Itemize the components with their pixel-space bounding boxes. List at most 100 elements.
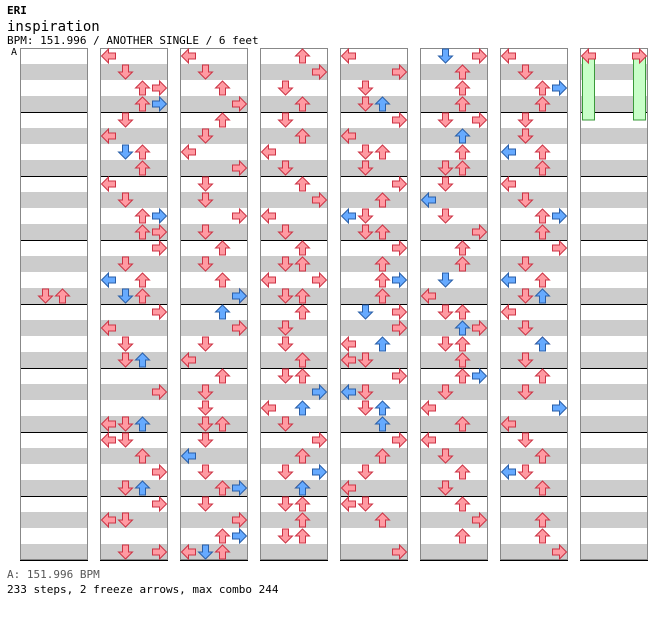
beat-stripe [20,384,88,400]
beat-stripe [180,64,248,80]
down-arrow [277,256,294,272]
up-arrow [534,144,551,160]
right-arrow [472,319,488,337]
beat-stripe [340,256,408,272]
beat-stripe [20,288,88,304]
down-arrow [277,224,294,240]
beat-stripe [100,416,168,432]
up-arrow [214,304,231,320]
beat-stripe [260,480,328,496]
up-arrow [534,272,551,288]
beat-stripe [100,480,168,496]
beat-stripe [260,384,328,400]
left-arrow [100,175,116,193]
up-arrow [134,208,151,224]
beat-stripe [260,96,328,112]
down-arrow [357,496,374,512]
beat-stripe [20,160,88,176]
up-arrow [214,240,231,256]
beat-stripe [20,352,88,368]
left-arrow [340,479,356,497]
down-arrow [277,528,294,544]
up-arrow [534,288,551,304]
up-arrow [214,112,231,128]
beat-stripe [100,544,168,560]
right-arrow [232,207,248,225]
up-arrow [534,208,551,224]
beat-stripe [500,64,568,80]
up-arrow [134,96,151,112]
left-arrow [500,271,516,289]
right-arrow [312,191,328,209]
beat-stripe [260,128,328,144]
up-arrow [454,144,471,160]
down-arrow [117,256,134,272]
down-arrow [117,64,134,80]
down-arrow [277,160,294,176]
beat-stripe [340,192,408,208]
down-arrow [517,384,534,400]
up-arrow [54,288,71,304]
beat-stripe [340,288,408,304]
left-arrow [260,271,276,289]
beat-stripe [500,320,568,336]
down-arrow [37,288,54,304]
right-arrow [312,431,328,449]
beat-stripe [500,192,568,208]
up-arrow [534,512,551,528]
beat-stripe [20,256,88,272]
up-arrow [134,480,151,496]
up-arrow [374,512,391,528]
beat-stripe [180,224,248,240]
down-arrow [357,304,374,320]
right-arrow [152,79,168,97]
up-arrow [294,512,311,528]
up-arrow [294,304,311,320]
beat-stripe [500,384,568,400]
beat-stripe [420,544,488,560]
right-arrow [472,367,488,385]
beat-stripe [580,64,648,80]
chart-column [500,47,568,561]
left-arrow [100,415,116,433]
beat-stripe [20,448,88,464]
down-arrow [437,208,454,224]
down-arrow [197,336,214,352]
beat-stripe [580,544,648,560]
up-arrow [534,160,551,176]
down-arrow [437,336,454,352]
up-arrow [534,336,551,352]
down-arrow [117,544,134,560]
beat-stripe [100,128,168,144]
beat-stripe [580,192,648,208]
up-arrow [454,464,471,480]
down-arrow [357,208,374,224]
up-arrow [214,416,231,432]
beat-stripe [260,544,328,560]
freeze-arrow [633,55,646,121]
column-border [100,48,168,560]
up-arrow [214,80,231,96]
up-arrow [294,480,311,496]
up-arrow [214,368,231,384]
down-arrow [197,176,214,192]
beat-stripe [20,512,88,528]
beat-stripe [420,352,488,368]
down-arrow [197,192,214,208]
right-arrow [232,527,248,545]
down-arrow [437,480,454,496]
beat-stripe [20,192,88,208]
down-arrow [437,176,454,192]
down-arrow [517,128,534,144]
left-arrow [180,543,196,561]
down-arrow [117,192,134,208]
right-arrow [392,175,408,193]
beat-stripe [420,512,488,528]
up-arrow [534,480,551,496]
down-arrow [357,160,374,176]
down-arrow [197,432,214,448]
left-arrow [100,511,116,529]
beat-stripe [580,352,648,368]
beat-stripe [180,480,248,496]
